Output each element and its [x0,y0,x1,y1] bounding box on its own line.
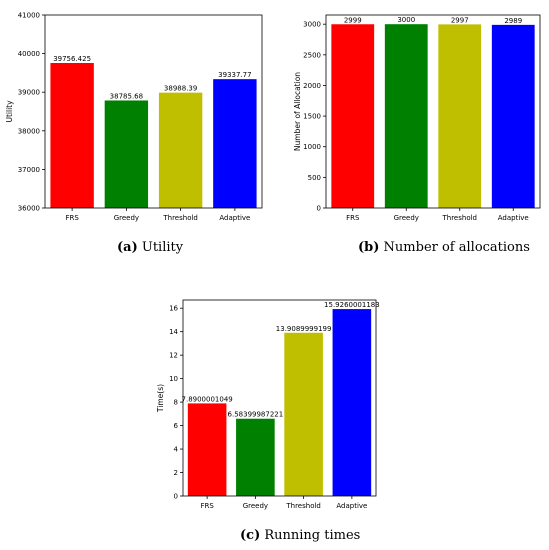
x-tick-label-threshold: Threshold [285,502,321,510]
data-label-b-adaptive: 2989 [504,17,522,25]
y-tick-label: 38000 [18,127,40,135]
data-label-c-adaptive: 15.9260001183 [324,301,380,309]
caption-b-text: Number of allocations [383,240,530,255]
data-label-b-greedy: 3000 [397,16,415,24]
bar-c-frs [187,403,227,496]
y-tick-label: 37000 [18,166,40,174]
x-tick-label-frs: FRS [65,214,79,222]
y-axis-label-c: Time(s) [156,384,165,413]
y-tick-label: 39000 [18,89,40,97]
y-tick-label: 8 [174,399,178,407]
bar-b-threshold [438,24,482,209]
y-tick-label: 6 [174,422,179,430]
bar-a-adaptive [213,79,257,208]
y-axis-label-a: Utility [5,100,14,123]
caption-a-text: Utility [141,240,184,255]
data-label-a-greedy: 38785.68 [110,92,143,100]
bar-c-adaptive [332,309,372,496]
y-axis-label-b: Number of Allocation [293,72,302,151]
x-tick-label-threshold: Threshold [442,214,478,222]
data-label-b-frs: 2999 [344,16,362,24]
x-tick-label-threshold: Threshold [162,214,198,222]
y-tick-label: 500 [308,174,321,182]
bar-c-threshold [284,332,323,496]
bar-b-adaptive [491,24,535,209]
x-tick-label-adaptive: Adaptive [219,214,250,222]
y-tick-label: 1000 [303,143,321,151]
caption-b: (b) Number of allocations [358,240,530,255]
x-tick-label-greedy: Greedy [243,502,268,510]
x-tick-label-greedy: Greedy [394,214,419,222]
data-label-a-adaptive: 39337.77 [218,71,251,79]
caption-a: (a) Utility [117,240,183,255]
y-tick-label: 12 [169,352,178,360]
y-tick-label: 0 [174,493,178,501]
y-tick-label: 40000 [18,50,40,58]
x-tick-label-frs: FRS [200,502,214,510]
y-tick-label: 16 [169,305,178,313]
data-label-c-greedy: 6.58399987221 [228,411,284,419]
y-tick-label: 3000 [303,21,321,29]
plot-frame-c [182,299,377,497]
y-tick-label: 41000 [18,12,40,20]
data-label-a-threshold: 38988.39 [164,85,197,93]
y-tick-label: 0 [317,205,321,213]
x-tick-label-frs: FRS [346,214,360,222]
y-tick-label: 4 [174,446,179,454]
caption-c-text: Running times [264,528,361,543]
y-tick-label: 2000 [303,82,321,90]
plot-frame-a [44,14,263,209]
caption-b-tag: (b) [358,240,380,255]
bar-a-frs [50,63,94,208]
x-tick-label-greedy: Greedy [114,214,139,222]
chart-running-times: 7.8900001049 FRS 6.58399987221 Greedy 13.908… [156,299,380,510]
x-tick-label-adaptive: Adaptive [498,214,529,222]
bar-c-greedy [236,418,275,496]
bar-b-frs [331,24,375,209]
y-tick-label: 14 [169,328,178,336]
data-label-c-frs: 7.8900001049 [182,395,233,403]
data-label-b-threshold: 2997 [451,16,469,24]
caption-c-tag: (c) [240,528,261,543]
y-tick-label: 36000 [18,205,40,213]
y-tick-label: 2500 [303,51,321,59]
caption-a-tag: (a) [117,240,138,255]
bar-a-threshold [158,92,203,208]
bar-b-greedy [384,24,428,208]
data-label-c-threshold: 13.9089999199 [276,325,332,333]
caption-c: (c) Running times [240,528,360,543]
chart-allocations: 2999 FRS 3000 Greedy 2997 Threshold 2989 Adapti… [293,14,541,222]
chart-utility: 39756.425 FRS 38785.68 Greedy 38988.39 Thresh… [5,12,263,222]
x-tick-label-adaptive: Adaptive [336,502,367,510]
y-tick-label: 2 [174,469,178,477]
plot-frame-b [325,14,541,209]
y-tick-label: 1500 [303,113,321,121]
bar-a-greedy [104,100,149,208]
y-tick-label: 10 [169,375,178,383]
data-label-a-frs: 39756.425 [53,55,91,63]
